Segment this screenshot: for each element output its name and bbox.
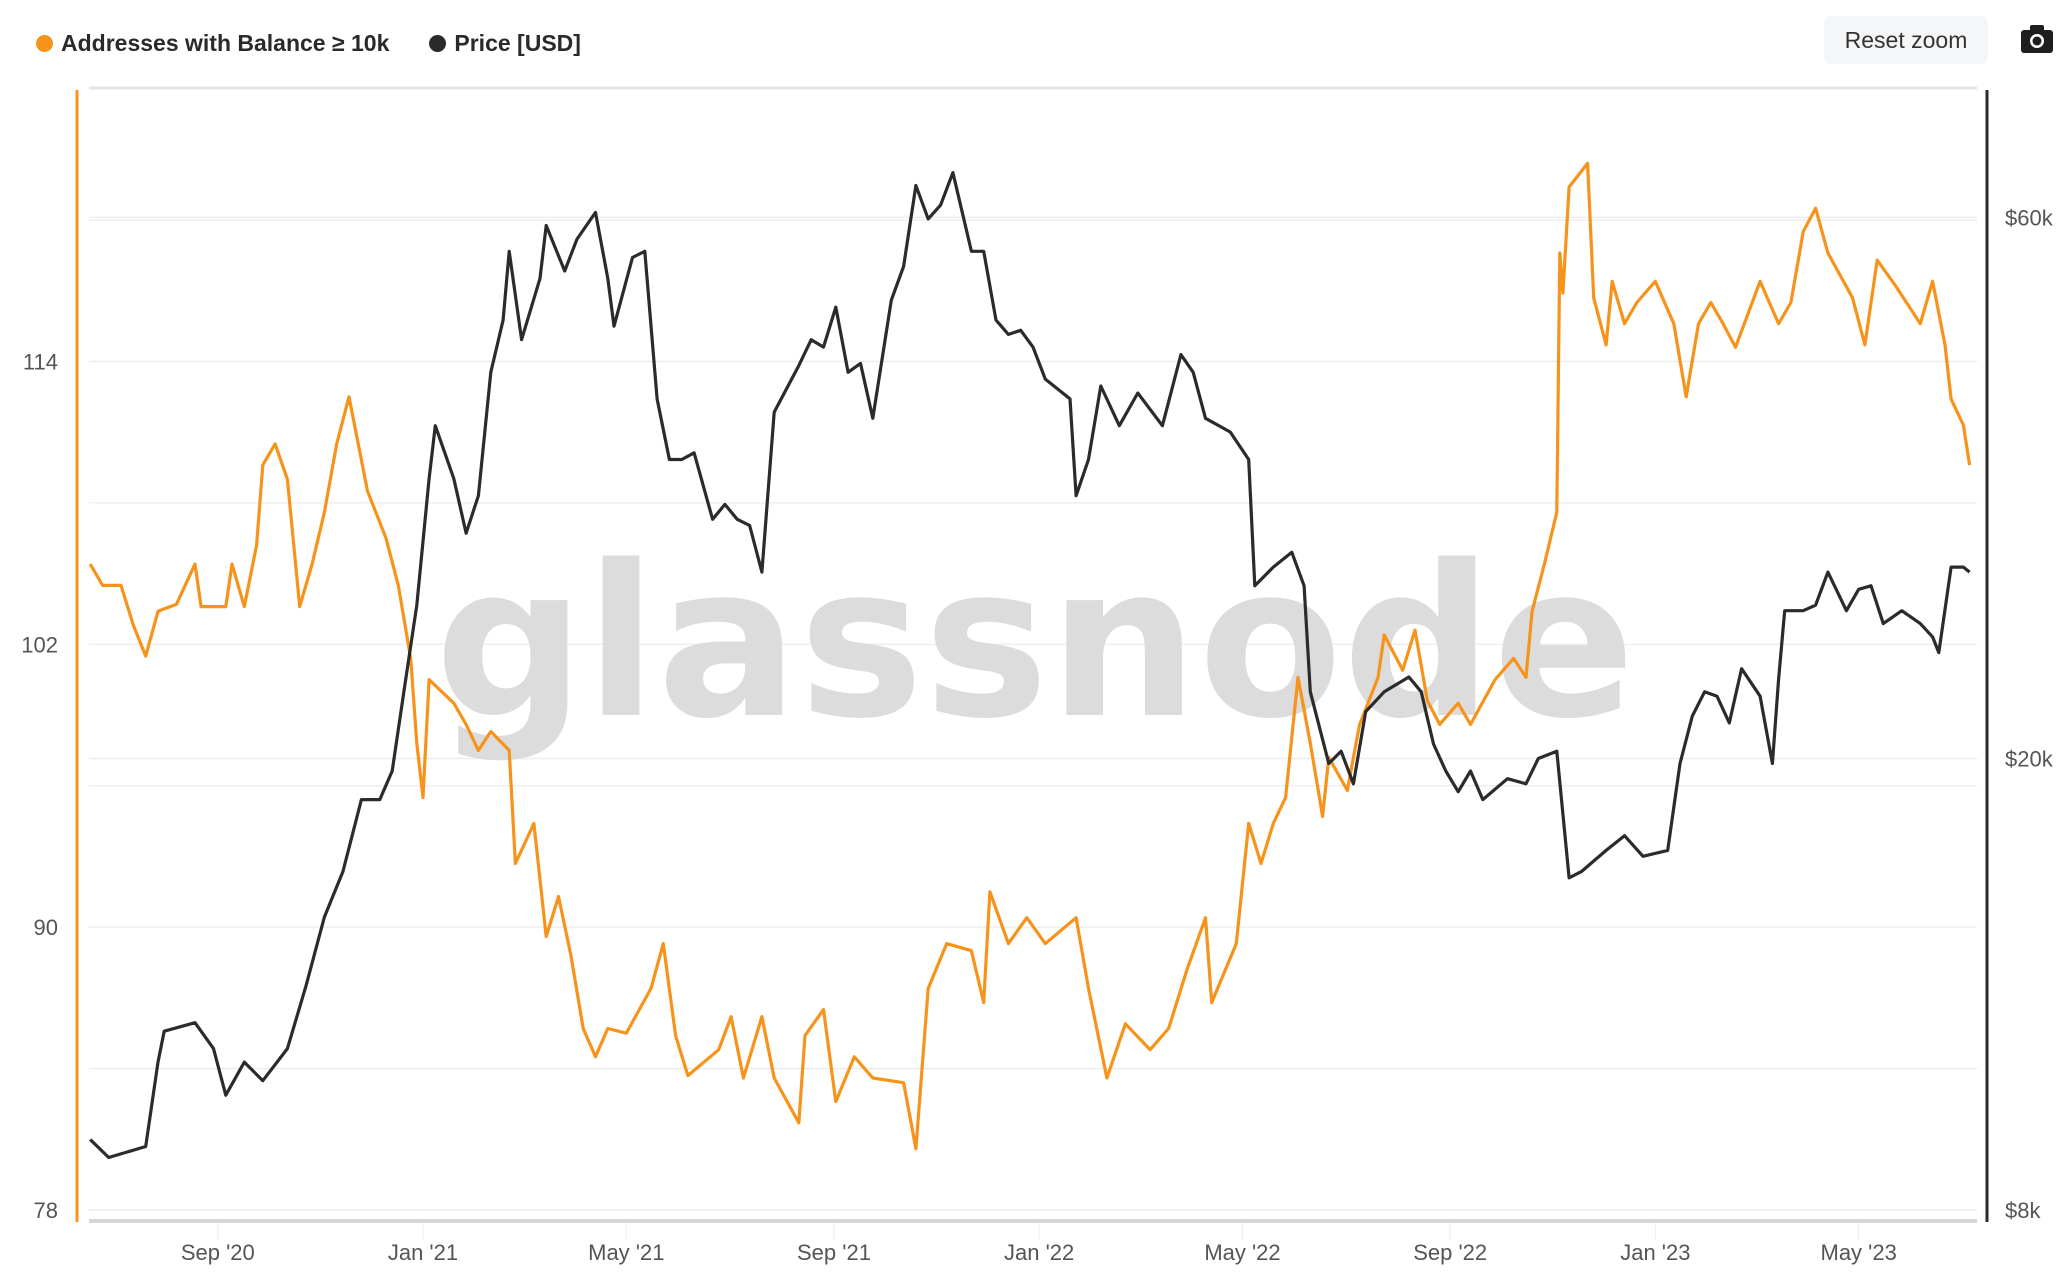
axes (75, 90, 1989, 1223)
x-tick-label: Jan '23 (1620, 1240, 1690, 1265)
camera-icon[interactable] (2020, 24, 2054, 54)
y-right-tick-label: $20k (2005, 747, 2054, 772)
y-left-tick-label: 102 (21, 632, 58, 657)
y-left-tick-label: 114 (23, 349, 58, 374)
legend-item-addresses[interactable]: Addresses with Balance ≥ 10k (36, 30, 389, 57)
y-left-tick-label: 90 (34, 915, 58, 940)
reset-zoom-button[interactable]: Reset zoom (1824, 16, 1988, 64)
legend-label: Addresses with Balance ≥ 10k (61, 30, 390, 56)
series-lines (88, 161, 1972, 1160)
legend-dot-dark-icon (429, 35, 447, 52)
x-tick-label: Sep '21 (797, 1240, 871, 1265)
watermark-logo: glassnode (435, 520, 1636, 765)
y-left-tick-label: 78 (34, 1198, 58, 1223)
series-line-addresses (88, 161, 1972, 1151)
x-tick-label: Jan '21 (388, 1240, 458, 1265)
y-right-tick-label: $8k (2005, 1198, 2041, 1223)
x-tick-label: Sep '20 (181, 1240, 255, 1265)
x-tick-label: May '22 (1204, 1240, 1280, 1265)
legend-item-price[interactable]: Price [USD] (429, 30, 581, 57)
x-tick-label: May '23 (1821, 1240, 1897, 1265)
y-right-tick-label: $60k (2005, 205, 2054, 230)
gridlines (89, 86, 1977, 1240)
chart-legend: Addresses with Balance ≥ 10k Price [USD] (36, 30, 581, 57)
legend-dot-orange-icon (36, 35, 53, 52)
series-line-price (89, 171, 1971, 1160)
x-tick-label: May '21 (588, 1240, 664, 1265)
x-tick-label: Jan '22 (1004, 1240, 1074, 1265)
legend-label: Price [USD] (454, 30, 581, 56)
tick-labels: Sep '20 Jan '21 May '21 Sep '21 Jan '22 May '… (21, 205, 2053, 1265)
x-tick-label: Sep '22 (1413, 1240, 1487, 1265)
